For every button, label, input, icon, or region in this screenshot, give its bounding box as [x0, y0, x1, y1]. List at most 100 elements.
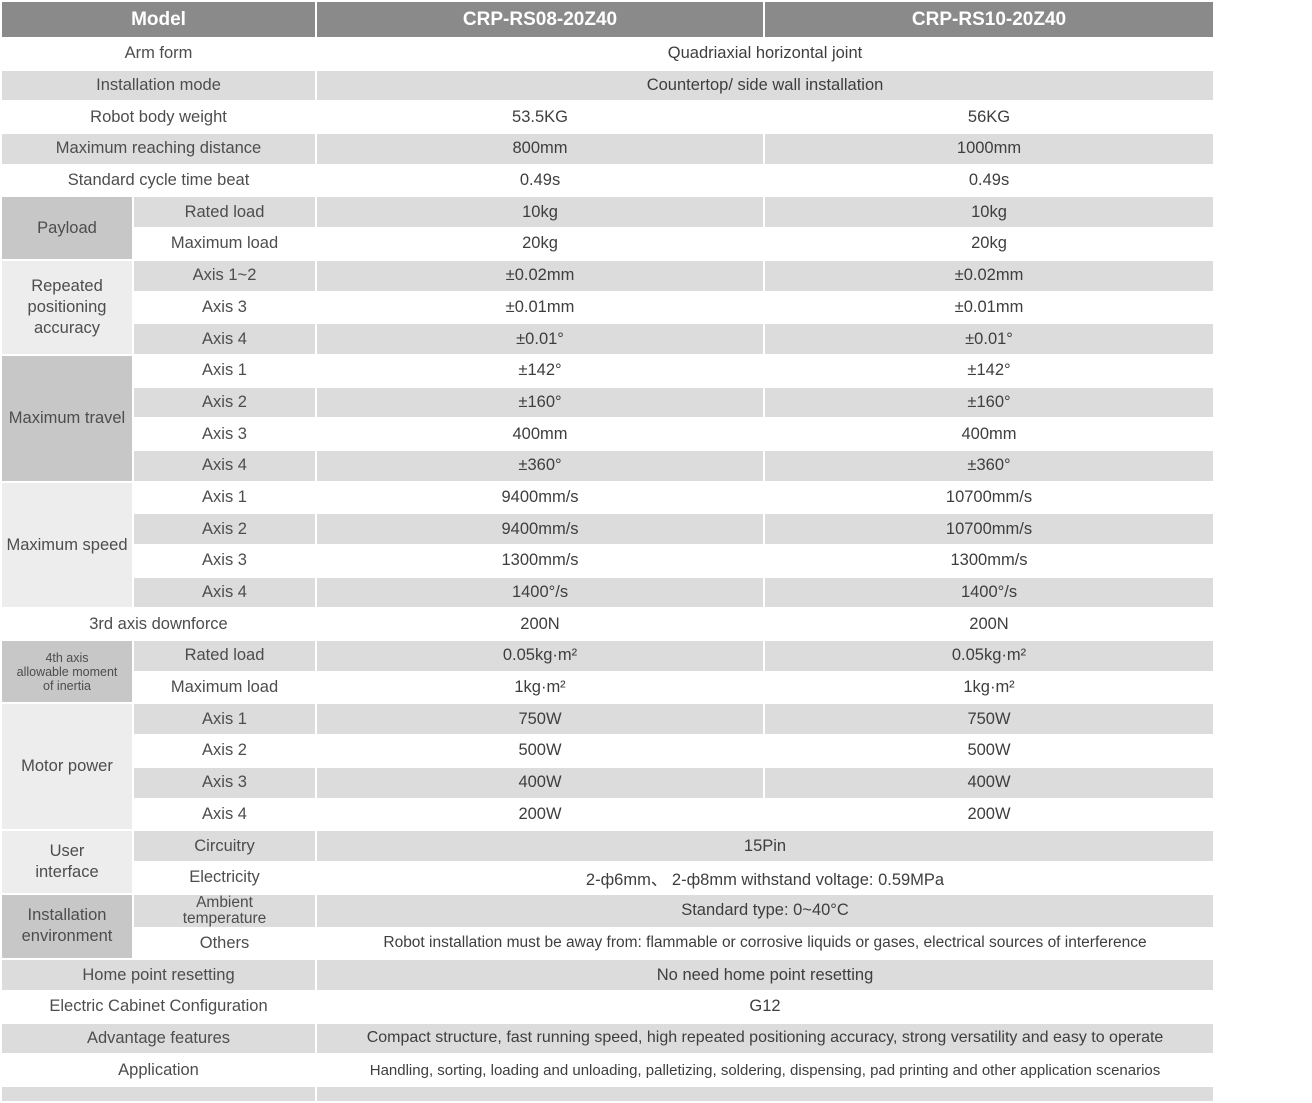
cycle-a: 0.49s	[519, 171, 561, 190]
travel-axis3-b: 400mm	[961, 424, 1017, 443]
speed-axis3-b: 1300mm/s	[950, 551, 1028, 570]
inertia-max-label: Maximum load	[170, 678, 279, 697]
travel-axis2-b: ±160°	[765, 387, 1214, 418]
inertia-rated-a: 0.05kg·m²	[317, 641, 764, 671]
spec-table: Model CRP-RS08-20Z40 CRP-RS10-20Z40 Arm …	[2, 2, 1214, 1101]
group-inertia: 4th axis allowable moment of inertia	[2, 641, 132, 703]
row-payload-rated: Payload Rated load 10kg 10kg	[2, 197, 1214, 259]
motor-axis1-a: 750W	[317, 704, 764, 735]
row-travel-axis3: Axis 3 400mm 400mm	[2, 419, 1213, 449]
body-weight-a: 53.5KG	[512, 107, 568, 126]
circuitry-label: Circuitry	[134, 831, 316, 861]
application-value: Handling, sorting, loading and unloading…	[369, 1061, 1161, 1079]
reach-a: 800mm	[317, 134, 764, 164]
cycle-b: 0.49s	[968, 171, 1010, 190]
row-cycle: Standard cycle time beat 0.49s 0.49s	[2, 166, 1213, 196]
group-speed: Maximum speed	[2, 482, 132, 608]
reach-label: Maximum reaching distance	[2, 134, 316, 164]
header-row: Model CRP-RS08-20Z40 CRP-RS10-20Z40	[2, 2, 1214, 37]
group-accuracy: Repeated positioning accuracy	[2, 260, 132, 354]
row-inertia-max: Maximum load 1kg·m² 1kg·m²	[2, 673, 1213, 703]
payload-max-b: 20kg	[971, 234, 1007, 253]
cycle-label: Standard cycle time beat	[67, 171, 250, 190]
motor-axis1-label: Axis 1	[134, 704, 316, 735]
travel-axis4-a: ±360°	[317, 450, 764, 481]
speed-axis4-label: Axis 4	[134, 577, 316, 608]
accuracy-axis4-b: ±0.01°	[765, 324, 1214, 354]
row-accuracy-axis12: Repeated positioning accuracy Axis 1~2 ±…	[2, 260, 1214, 354]
installation-mode-label: Installation mode	[2, 70, 316, 101]
row-advantage: Advantage features Compact structure, fa…	[2, 1023, 1214, 1054]
group-user-interface: User interface	[2, 831, 132, 893]
speed-axis1-label: Axis 1	[202, 487, 247, 506]
electricity-label: Electricity	[189, 868, 260, 887]
row-speed-axis4: Axis 4 1400°/s 1400°/s	[2, 577, 1214, 608]
accuracy-axis3-label: Axis 3	[202, 297, 247, 316]
body-weight-label: Robot body weight	[90, 107, 227, 126]
home-value: No need home point resetting	[317, 960, 1214, 990]
installation-mode-value: Countertop/ side wall installation	[317, 70, 1214, 101]
motor-axis2-a: 500W	[518, 741, 562, 760]
row-body-weight: Robot body weight 53.5KG 56KG	[2, 102, 1213, 132]
accuracy-axis12-a: ±0.02mm	[317, 260, 764, 291]
speed-axis3-a: 1300mm/s	[501, 551, 579, 570]
inertia-rated-b: 0.05kg·m²	[765, 641, 1214, 671]
header-model-b: CRP-RS10-20Z40	[765, 2, 1214, 37]
group-environment: Installation environment	[2, 894, 132, 959]
inertia-max-a: 1kg·m²	[514, 678, 566, 697]
group-payload: Payload	[2, 197, 132, 259]
row-speed-axis3: Axis 3 1300mm/s 1300mm/s	[2, 546, 1213, 576]
travel-axis1-label: Axis 1	[202, 361, 247, 380]
row-speed-axis2: Axis 2 9400mm/s 10700mm/s	[2, 514, 1214, 544]
row-motor-axis4: Axis 4 200W 200W	[2, 800, 1213, 830]
accuracy-axis4-label: Axis 4	[134, 324, 316, 354]
header-model-a: CRP-RS08-20Z40	[317, 2, 764, 37]
travel-axis4-label: Axis 4	[134, 450, 316, 481]
row-application: Application Handling, sorting, loading a…	[2, 1055, 1213, 1085]
body-weight-b: 56KG	[967, 107, 1011, 126]
payload-max-a: 20kg	[522, 234, 558, 253]
row-travel-axis1: Maximum travel Axis 1 ±142° ±142°	[2, 355, 1213, 481]
speed-axis1-a: 9400mm/s	[501, 487, 579, 506]
speed-axis2-a: 9400mm/s	[317, 514, 764, 544]
advantage-value: Compact structure, fast running speed, h…	[317, 1023, 1214, 1054]
travel-axis4-b: ±360°	[765, 450, 1214, 481]
row-arm-form: Arm form Quadriaxial horizontal joint	[2, 39, 1213, 69]
travel-axis1-a: ±142°	[518, 361, 562, 380]
header-model: Model	[2, 2, 316, 37]
travel-axis3-label: Axis 3	[202, 424, 247, 443]
inertia-rated-label: Rated load	[134, 641, 316, 671]
partial-row-value-cell	[317, 1087, 1214, 1101]
row-reach: Maximum reaching distance 800mm 1000mm	[2, 134, 1214, 164]
row-motor-axis2: Axis 2 500W 500W	[2, 736, 1213, 766]
speed-axis2-b: 10700mm/s	[765, 514, 1214, 544]
motor-axis1-b: 750W	[765, 704, 1214, 735]
row-circuitry: User interface Circuitry 15Pin	[2, 831, 1214, 893]
row-others: Others Robot installation must be away f…	[2, 929, 1213, 959]
motor-axis4-label: Axis 4	[202, 804, 247, 823]
row-ambient: Installation environment Ambient tempera…	[2, 894, 1214, 959]
speed-axis3-label: Axis 3	[202, 551, 247, 570]
ambient-value: Standard type: 0~40°C	[317, 894, 1214, 927]
ambient-label: Ambient temperature	[134, 894, 316, 927]
others-value: Robot installation must be away from: fl…	[383, 934, 1147, 952]
motor-axis2-b: 500W	[967, 741, 1011, 760]
inertia-max-b: 1kg·m²	[963, 678, 1015, 697]
payload-rated-label: Rated load	[134, 197, 316, 228]
travel-axis2-a: ±160°	[317, 387, 764, 418]
row-home: Home point resetting No need home point …	[2, 960, 1214, 990]
travel-axis2-label: Axis 2	[134, 387, 316, 418]
accuracy-axis12-b: ±0.02mm	[765, 260, 1214, 291]
arm-form-value: Quadriaxial horizontal joint	[667, 44, 863, 63]
electricity-value: 2-ф6mm、 2-ф8mm withstand voltage: 0.59MP…	[585, 870, 945, 889]
payload-rated-a: 10kg	[317, 197, 764, 228]
payload-max-label: Maximum load	[170, 234, 279, 253]
group-payload-title: Payload	[37, 218, 97, 237]
downforce-b: 200N	[969, 614, 1009, 633]
row-electricity: Electricity 2-ф6mm、 2-ф8mm withstand vol…	[2, 863, 1213, 893]
advantage-label: Advantage features	[2, 1023, 316, 1054]
accuracy-axis12-label: Axis 1~2	[134, 260, 316, 291]
arm-form-label: Arm form	[124, 44, 193, 63]
motor-axis3-label: Axis 3	[134, 767, 316, 798]
application-label: Application	[118, 1060, 199, 1079]
